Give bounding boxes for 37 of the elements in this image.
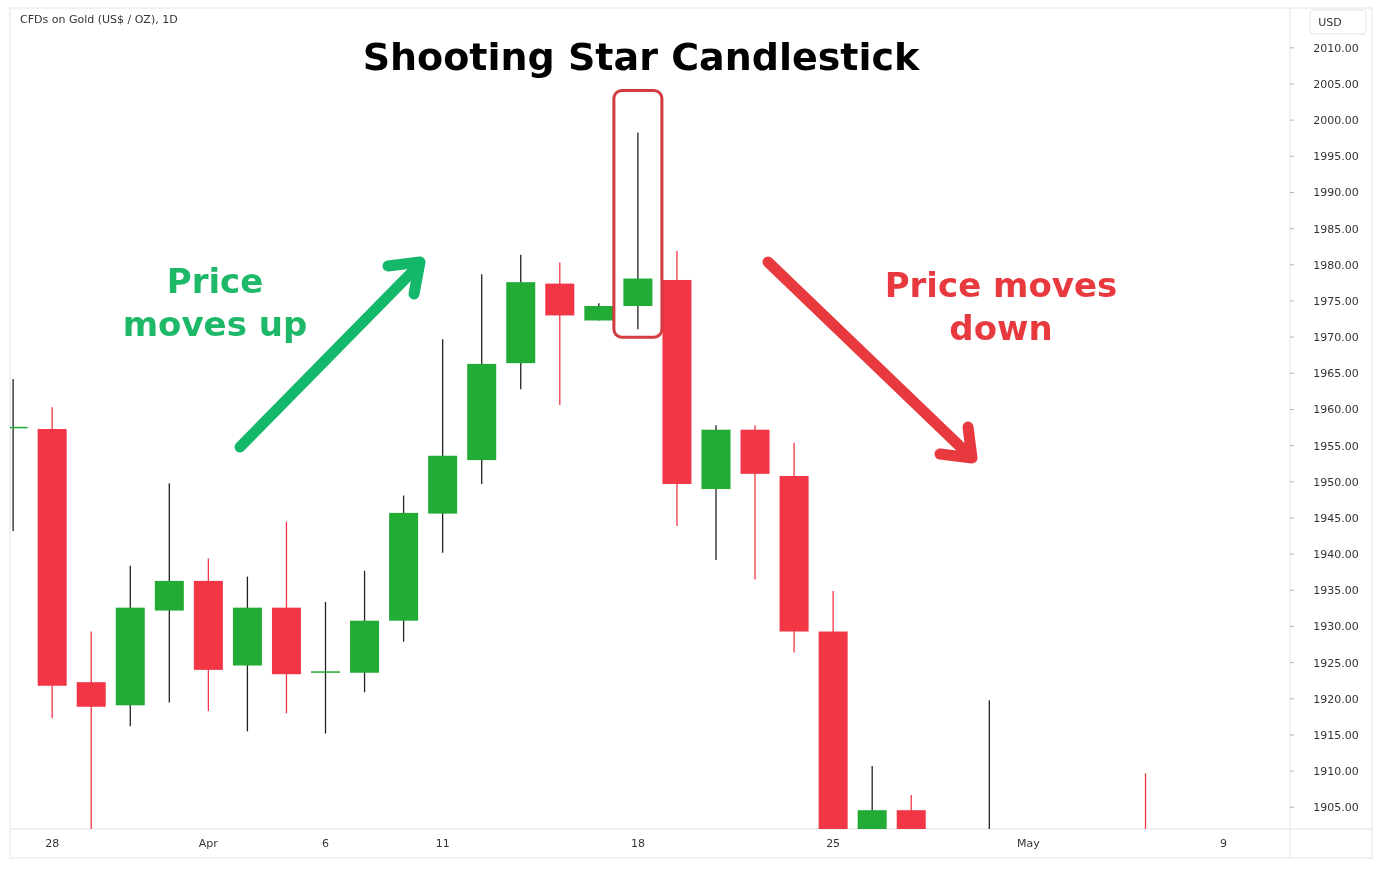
x-tick-label: Apr (198, 837, 219, 850)
y-tick-label: 1985.00 (1313, 222, 1359, 236)
y-tick-label: 2005.00 (1313, 77, 1359, 91)
y-tick-label: 1990.00 (1313, 186, 1359, 200)
x-tick-label: May (1017, 837, 1041, 850)
y-tick-label: 1960.00 (1313, 403, 1359, 417)
x-tick-label: 9 (1220, 837, 1228, 850)
annotation: Price moves down (884, 265, 1118, 348)
y-tick-label: 1965.00 (1313, 367, 1359, 381)
x-tick-label: 18 (630, 837, 645, 850)
y-tick-label: 1915.00 (1313, 728, 1359, 742)
text: Shooting Star Candlestick (362, 35, 921, 79)
annotation: Price moves up (122, 261, 308, 344)
x-tick-label: 28 (45, 837, 60, 850)
y-tick-label: 1970.00 (1313, 331, 1359, 345)
y-tick-label: 2000.00 (1313, 114, 1359, 128)
y-tick-label: 1905.00 (1313, 801, 1359, 815)
annotation: CFDs on Gold (US$ / OZ), 1D (20, 13, 178, 26)
y-tick-label: 1940.00 (1313, 548, 1359, 562)
y-tick-label: 1980.00 (1313, 258, 1359, 272)
x-tick-label: 11 (435, 837, 450, 850)
x-tick-label: 25 (826, 837, 841, 850)
y-tick-label: 1920.00 (1313, 692, 1359, 706)
y-tick-label: 1925.00 (1313, 656, 1359, 670)
y-tick-label: 1930.00 (1313, 620, 1359, 634)
text: USD (1318, 16, 1342, 29)
y-tick-label: 1955.00 (1313, 439, 1359, 453)
y-tick-label: 1910.00 (1313, 765, 1359, 779)
x-tick-label: 6 (322, 837, 330, 850)
y-tick-label: 1950.00 (1313, 475, 1359, 489)
y-tick-label: 1945.00 (1313, 511, 1359, 525)
y-tick-label: 2010.00 (1313, 41, 1359, 55)
y-tick-label: 1995.00 (1313, 150, 1359, 164)
candlestick (311, 601, 341, 735)
candlestick (76, 630, 106, 829)
y-tick-label: 1975.00 (1313, 294, 1359, 308)
y-tick-label: 1935.00 (1313, 584, 1359, 598)
